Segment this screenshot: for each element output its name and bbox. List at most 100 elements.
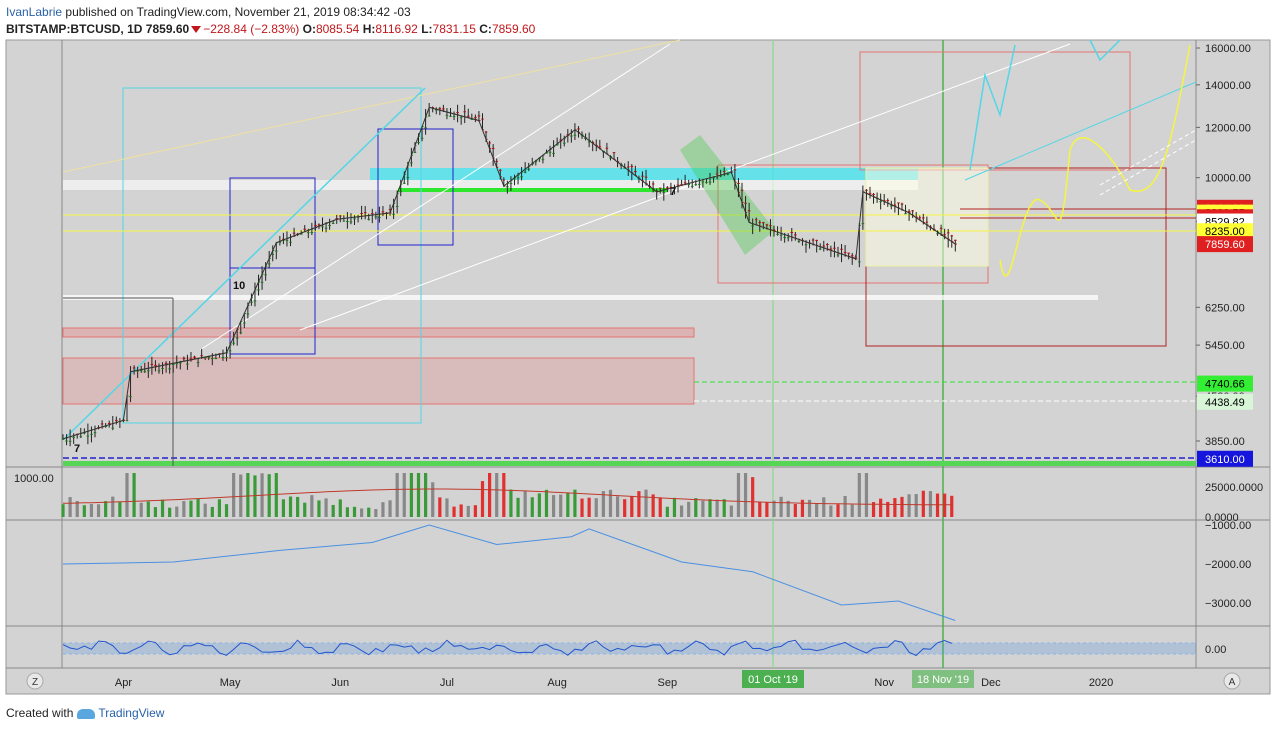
volume-bar <box>871 502 876 517</box>
volume-bar <box>160 499 165 517</box>
volume-bar <box>303 502 307 517</box>
volume-bar <box>843 496 847 517</box>
volume-bar <box>637 491 641 517</box>
time-tick-8: Dec <box>981 677 1001 689</box>
volume-bar <box>459 504 463 517</box>
volume-bar <box>701 500 705 517</box>
author-link[interactable]: IvanLabrie <box>6 5 63 19</box>
volume-bar <box>822 497 826 517</box>
volume-bar <box>608 489 613 517</box>
volume-bar <box>722 499 726 517</box>
price-label-box-7 <box>1197 393 1253 410</box>
volume-bar <box>168 507 172 517</box>
price-tick-5: 6250.00 <box>1205 302 1245 314</box>
oscillator-line <box>62 639 952 657</box>
chart-background <box>6 40 1270 694</box>
volume-bar <box>132 473 136 517</box>
annotation-count-3: 7 <box>670 186 676 198</box>
price-tick-8: 3850.00 <box>1205 436 1245 448</box>
volume-bar <box>544 489 549 517</box>
volume-bar <box>886 501 890 517</box>
indicator-line <box>62 524 956 621</box>
oscillator-tick-zero: 0.00 <box>1205 644 1226 656</box>
volume-bar <box>807 499 812 517</box>
publish-info: IvanLabrie published on TradingView.com,… <box>6 5 411 19</box>
volume-bar <box>82 505 86 517</box>
volume-bar <box>786 500 790 517</box>
volume-bar <box>288 496 293 517</box>
volume-bar <box>758 501 762 517</box>
volume-bar <box>708 499 712 517</box>
time-tick-3: Jul <box>440 677 454 689</box>
time-tick-1: May <box>220 677 241 689</box>
volume-bar <box>765 502 769 517</box>
last-price: 7859.60 <box>145 22 190 36</box>
volume-bar <box>210 506 214 517</box>
zoom-reset-label: Z <box>32 677 38 688</box>
nov-date-badge <box>912 670 974 688</box>
volume-bar <box>743 473 748 517</box>
volume-bar <box>89 504 94 517</box>
volume-bar <box>352 506 357 517</box>
volume-bar <box>530 497 534 517</box>
volume-bar <box>175 506 179 517</box>
volume-bar <box>580 498 584 517</box>
price-label-4: 8235.00 <box>1205 226 1245 238</box>
volume-bar <box>864 473 869 517</box>
tradingview-link[interactable]: TradingView <box>98 706 165 720</box>
indicator-tick-0: −1000.00 <box>1205 520 1251 532</box>
footer: Created with TradingView <box>6 706 164 720</box>
price-path <box>62 106 956 440</box>
volume-bar <box>829 505 833 517</box>
nov-date-label: 18 Nov '19 <box>917 674 969 686</box>
volume-bar <box>836 504 840 517</box>
time-tick-9: 2020 <box>1089 677 1113 689</box>
time-axis[interactable]: Apr May Jun Jul Aug Sep Nov Dec 2020 <box>115 677 1113 689</box>
auto-scale-button[interactable] <box>1223 672 1241 690</box>
volume-bar <box>203 503 207 517</box>
volume-bar <box>153 507 158 517</box>
indicator-tick-2: −3000.00 <box>1205 598 1251 610</box>
price-change: −228.84 (−2.83%) <box>203 22 300 36</box>
indicator-tick-1: −2000.00 <box>1205 559 1251 571</box>
time-tick-5: Sep <box>658 677 678 689</box>
volume-bar <box>281 499 286 517</box>
auto-scale-label: A <box>1229 677 1236 688</box>
zoom-reset-button[interactable] <box>26 672 44 690</box>
volume-bar <box>239 474 243 517</box>
volume-bar <box>104 501 108 517</box>
annotation-count-1: 7 <box>74 443 80 455</box>
volume-bar <box>914 494 918 517</box>
volume-bar <box>345 507 349 517</box>
volume-bar <box>274 473 278 517</box>
volume-bar <box>310 495 314 517</box>
volume-bar <box>950 495 954 517</box>
volume-left-label: 1000.00 <box>14 473 54 485</box>
volume-bar <box>573 489 577 517</box>
volume-bar <box>111 496 115 517</box>
volume-ma-line <box>62 488 952 506</box>
symbol-header: BITSTAMP:BTCUSD, 1D 7859.60 −228.84 (−2.8… <box>6 22 535 36</box>
tradingview-cloud-icon <box>77 708 96 719</box>
volume-bar <box>537 493 541 517</box>
volume-bar <box>367 507 371 517</box>
price-label-5: 7859.60 <box>1205 239 1245 251</box>
time-tick-7: Nov <box>874 677 894 689</box>
price-label-box-6 <box>1197 375 1253 392</box>
price-labels: 8964.888809.558662.668529.828235.007859.… <box>1197 199 1253 467</box>
volume-bar <box>338 499 342 517</box>
volume-bar <box>502 473 506 517</box>
volume-bar <box>466 505 470 517</box>
volume-bar <box>217 499 222 517</box>
time-tick-4: Aug <box>547 677 567 689</box>
volume-bar <box>630 496 634 517</box>
price-label-box-4 <box>1197 223 1253 240</box>
volume-bar <box>772 500 776 517</box>
price-label-box-5 <box>1197 236 1253 253</box>
price-label-6: 4740.66 <box>1205 379 1245 391</box>
volume-bar <box>438 497 442 517</box>
volume-bar <box>658 497 662 517</box>
price-tick-3: 10000.00 <box>1205 173 1251 185</box>
oct-date-badge <box>742 670 804 688</box>
